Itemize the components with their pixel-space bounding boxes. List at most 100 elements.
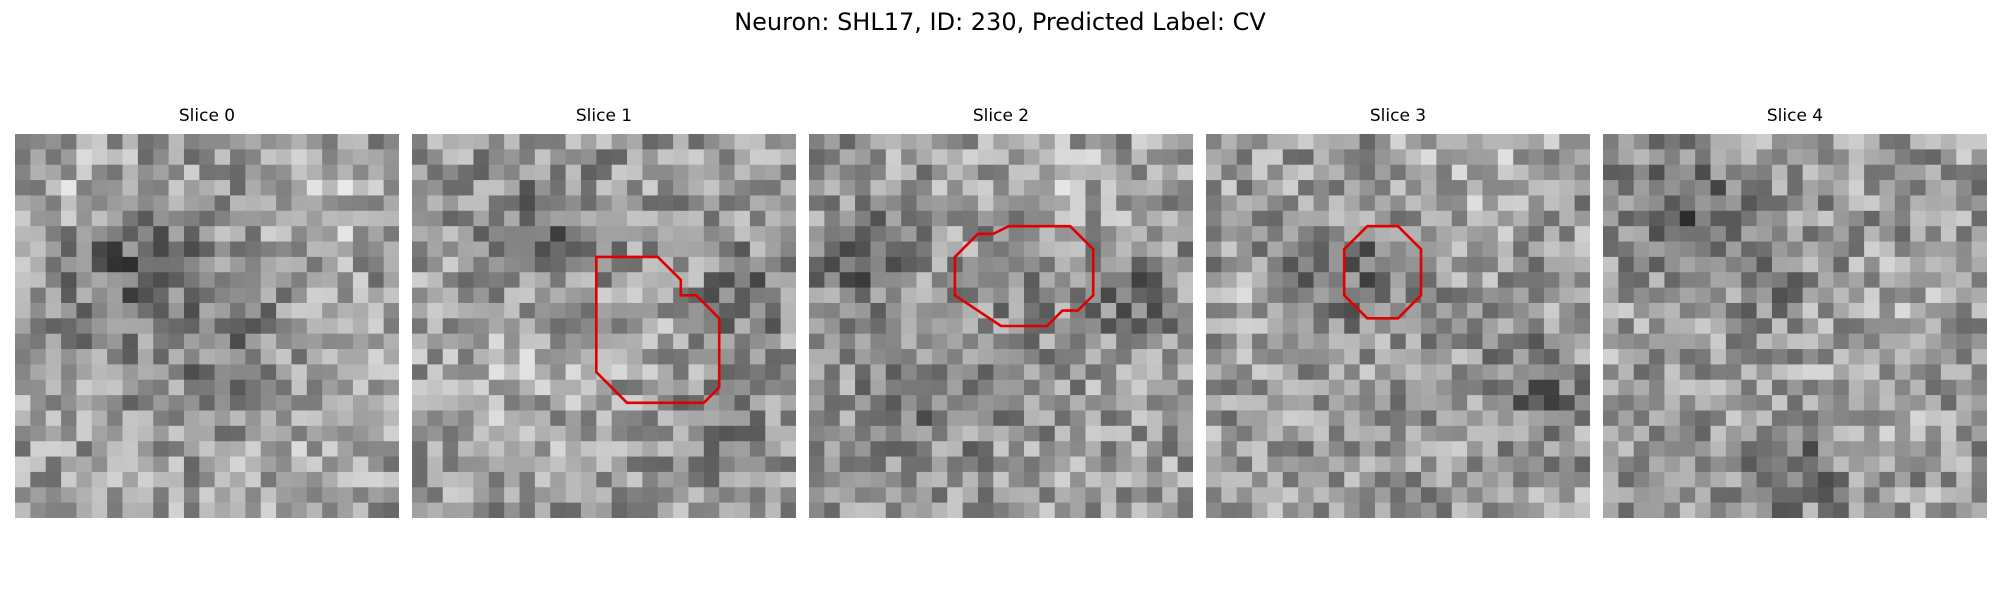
pixel: [1574, 379, 1590, 396]
pixel: [1543, 425, 1560, 442]
pixel: [1543, 456, 1560, 473]
pixel: [1894, 195, 1911, 212]
pixel: [1405, 241, 1422, 258]
pixel: [61, 364, 77, 381]
pixel: [719, 487, 735, 504]
pixel: [1802, 164, 1819, 181]
pixel: [1374, 287, 1391, 304]
pixel: [1146, 487, 1163, 504]
pixel: [1054, 226, 1071, 242]
pixel: [427, 318, 444, 335]
pixel: [122, 287, 139, 304]
pixel: [322, 149, 338, 166]
pixel: [1756, 425, 1773, 442]
pixel: [1390, 195, 1407, 212]
pixel: [245, 395, 262, 411]
pixel: [122, 149, 139, 166]
pixel: [488, 349, 505, 365]
pixel: [1710, 333, 1727, 350]
pixel: [1725, 210, 1742, 227]
pixel: [1282, 333, 1299, 350]
pixel: [734, 456, 751, 473]
pixel: [412, 226, 428, 242]
pixel: [1008, 149, 1025, 166]
pixel: [1802, 287, 1819, 304]
pixel: [642, 256, 659, 273]
pixel: [1359, 226, 1376, 242]
pixel: [1039, 149, 1056, 166]
pixel: [1070, 180, 1086, 196]
pixel: [45, 134, 62, 150]
pixel: [1236, 149, 1253, 166]
pixel: [337, 180, 354, 196]
pixel: [611, 134, 628, 150]
pixel: [168, 226, 185, 242]
pixel: [1833, 471, 1850, 488]
pixel: [1344, 487, 1360, 504]
pixel: [1421, 318, 1437, 335]
pixel: [1574, 395, 1590, 411]
pixel: [1221, 256, 1238, 273]
pixel: [1024, 471, 1040, 488]
pixel: [565, 395, 582, 411]
pixel: [245, 410, 262, 427]
pixel: [1695, 333, 1711, 350]
pixel: [1818, 210, 1834, 227]
pixel: [383, 379, 399, 396]
pixel: [1559, 195, 1576, 212]
pixel: [839, 210, 856, 227]
pixel: [1221, 149, 1238, 166]
pixel: [1559, 502, 1576, 518]
pixel: [1802, 241, 1819, 258]
pixel: [1695, 471, 1711, 488]
pixel: [1925, 441, 1942, 457]
pixel: [368, 471, 385, 488]
pixel: [1513, 364, 1529, 381]
pixel: [870, 256, 887, 273]
pixel: [977, 241, 994, 258]
pixel: [1070, 241, 1086, 258]
pixel: [534, 333, 551, 350]
pixel: [1008, 226, 1025, 242]
pixel: [383, 272, 399, 288]
pixel: [734, 349, 751, 365]
pixel: [458, 134, 474, 150]
pixel: [1054, 379, 1071, 396]
pixel: [947, 226, 963, 242]
pixel: [199, 441, 216, 457]
pixel: [1833, 134, 1850, 150]
pixel: [1879, 149, 1896, 166]
pixel: [688, 425, 705, 442]
pixel: [1879, 180, 1896, 196]
pixel: [1024, 241, 1040, 258]
pixel: [1282, 287, 1299, 304]
pixel: [749, 164, 766, 181]
pixel: [488, 379, 505, 396]
pixel: [442, 379, 459, 396]
pixel: [734, 471, 751, 488]
pixel: [1725, 272, 1742, 288]
pixel: [519, 502, 536, 518]
pixel: [1451, 441, 1468, 457]
pixel: [1864, 410, 1880, 427]
pixel: [962, 471, 979, 488]
pixel: [1116, 395, 1132, 411]
pixel: [383, 349, 399, 365]
pixel: [1252, 226, 1268, 242]
pixel: [442, 287, 459, 304]
pixel: [1910, 134, 1926, 150]
pixel: [352, 471, 369, 488]
pixel: [1664, 441, 1681, 457]
pixel: [1405, 425, 1422, 442]
pixel: [1894, 502, 1911, 518]
pixel: [76, 487, 93, 504]
pixel: [839, 487, 856, 504]
pixel: [260, 487, 277, 504]
pixel: [1543, 349, 1560, 365]
pixel: [1177, 349, 1193, 365]
pixel: [260, 502, 277, 518]
pixel: [642, 302, 659, 319]
pixel: [977, 395, 994, 411]
pixel: [1482, 226, 1499, 242]
pixel: [993, 502, 1010, 518]
